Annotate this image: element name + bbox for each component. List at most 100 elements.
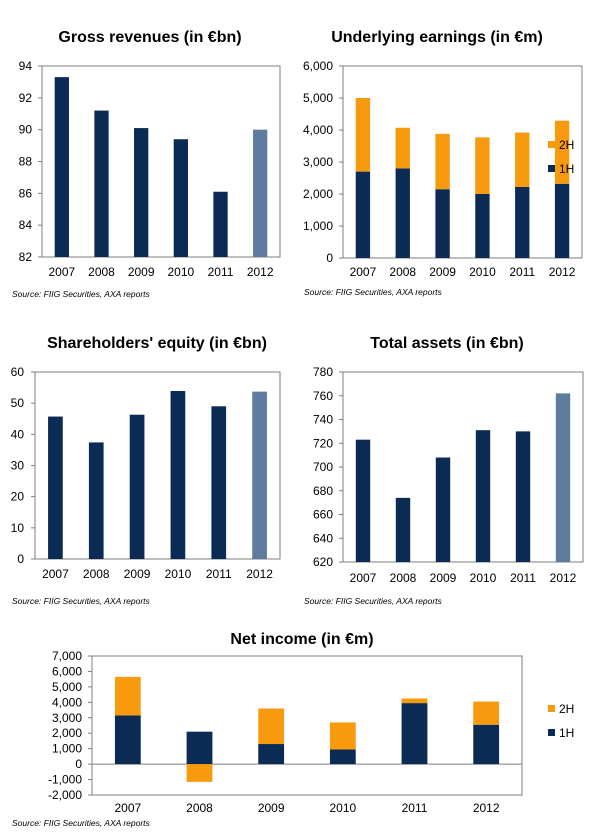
netincome-bar-1h-2008 bbox=[186, 731, 213, 765]
netincome-ytick-label: 6,000 bbox=[52, 664, 82, 678]
netincome-category-label: 2009 bbox=[258, 801, 285, 815]
netincome-ytick-label: 5,000 bbox=[52, 680, 82, 694]
gross-category-label: 2012 bbox=[247, 265, 274, 279]
gross-ytick-label: 94 bbox=[19, 59, 33, 73]
netincome-plot-frame bbox=[91, 655, 523, 796]
equity-bar-2009 bbox=[129, 414, 145, 559]
assets-category-label: 2011 bbox=[510, 571, 536, 585]
underlying-category-label: 2010 bbox=[469, 265, 496, 279]
assets-bar-2009 bbox=[435, 457, 451, 562]
netincome-legend-swatch-1h bbox=[548, 729, 555, 736]
underlying-bar-2h-2012 bbox=[554, 120, 570, 184]
assets-ytick-label: 720 bbox=[313, 436, 333, 450]
assets-bar-2010 bbox=[475, 430, 491, 562]
underlying-bar-1h-2007 bbox=[355, 171, 371, 258]
netincome-ytick-label: 7,000 bbox=[52, 649, 82, 663]
assets-ytick-label: 700 bbox=[313, 460, 333, 474]
underlying-bar-1h-2010 bbox=[475, 194, 490, 258]
underlying-category-label: 2007 bbox=[350, 265, 377, 279]
underlying-ytick-label: 4,000 bbox=[303, 123, 333, 137]
equity-bar-2007 bbox=[48, 416, 63, 559]
gross-category-label: 2010 bbox=[167, 265, 194, 279]
netincome-bar-2h-2007 bbox=[114, 676, 141, 716]
assets-category-label: 2008 bbox=[390, 571, 417, 585]
underlying-bar-1h-2008 bbox=[395, 168, 410, 258]
gross-ytick-label: 90 bbox=[19, 123, 33, 137]
equity-category-label: 2007 bbox=[42, 567, 69, 581]
netincome-legend-label-2h: 2H bbox=[559, 702, 574, 716]
netincome-bar-2h-2010 bbox=[329, 722, 356, 750]
equity-category-label: 2009 bbox=[124, 567, 151, 581]
equity-bar-2010 bbox=[170, 391, 186, 559]
gross-bar-2010 bbox=[173, 139, 188, 257]
gross-category-label: 2011 bbox=[208, 265, 234, 279]
gross-category-label: 2008 bbox=[88, 265, 115, 279]
assets-bar-2007 bbox=[355, 439, 371, 562]
netincome-bar-2h-2012 bbox=[473, 701, 500, 725]
assets-category-label: 2007 bbox=[350, 571, 377, 585]
netincome-legend-swatch-2h bbox=[548, 705, 555, 712]
assets-bar-2011 bbox=[515, 431, 531, 562]
assets-category-label: 2009 bbox=[430, 571, 457, 585]
equity-bar-2008 bbox=[88, 442, 104, 559]
netincome-bar-2h-2008 bbox=[186, 764, 213, 782]
gross-title: Gross revenues (in €bn) bbox=[58, 29, 241, 46]
equity-ytick-label: 50 bbox=[11, 396, 25, 410]
underlying-bar-2h-2010 bbox=[475, 137, 490, 194]
equity-category-label: 2010 bbox=[165, 567, 192, 581]
underlying-bar-2h-2008 bbox=[395, 127, 410, 169]
netincome-category-label: 2011 bbox=[402, 801, 428, 815]
assets-ytick-label: 740 bbox=[313, 413, 333, 427]
netincome-category-label: 2010 bbox=[329, 801, 356, 815]
netincome-bar-1h-2011 bbox=[401, 703, 428, 765]
equity-ytick-label: 30 bbox=[11, 459, 25, 473]
underlying-bar-1h-2009 bbox=[435, 189, 450, 258]
underlying-legend-swatch-1h bbox=[548, 165, 555, 172]
gross-source-note: Source: FIIG Securities, AXA reports bbox=[12, 289, 151, 299]
assets-ytick-label: 660 bbox=[313, 508, 333, 522]
netincome-source-note: Source: FIIG Securities, AXA reports bbox=[12, 818, 151, 828]
gross-bar-2011 bbox=[213, 191, 228, 257]
gross-ytick-label: 92 bbox=[19, 91, 33, 105]
underlying-category-label: 2008 bbox=[389, 265, 416, 279]
netincome-ytick-label: 3,000 bbox=[52, 711, 82, 725]
assets-ytick-label: 780 bbox=[313, 365, 333, 379]
underlying-title: Underlying earnings (in €m) bbox=[331, 29, 543, 46]
gross-bar-2007 bbox=[54, 77, 69, 258]
assets-ytick-label: 760 bbox=[313, 389, 333, 403]
equity-category-label: 2008 bbox=[83, 567, 110, 581]
gross-bar-2009 bbox=[134, 128, 149, 257]
equity-bar-2011 bbox=[211, 406, 227, 559]
underlying-category-label: 2009 bbox=[429, 265, 456, 279]
netincome-bar-2h-2011 bbox=[401, 698, 428, 704]
assets-bar-2008 bbox=[395, 497, 411, 562]
netincome-ytick-label: 2,000 bbox=[52, 726, 82, 740]
gross-bar-2008 bbox=[94, 110, 109, 257]
gross-category-label: 2009 bbox=[128, 265, 155, 279]
underlying-ytick-label: 3,000 bbox=[303, 155, 333, 169]
equity-ytick-label: 10 bbox=[11, 521, 25, 535]
assets-bar-2012 bbox=[555, 393, 571, 562]
equity-ytick-label: 40 bbox=[11, 427, 25, 441]
underlying-bar-1h-2011 bbox=[515, 186, 530, 258]
assets-category-label: 2010 bbox=[470, 571, 497, 585]
equity-bar-2012 bbox=[252, 391, 267, 559]
netincome-bar-1h-2012 bbox=[473, 724, 500, 765]
assets-plot-frame bbox=[342, 371, 584, 563]
underlying-legend-label-2h: 2H bbox=[559, 138, 574, 152]
netincome-ytick-label: 0 bbox=[75, 757, 82, 771]
netincome-title: Net income (in €m) bbox=[230, 631, 373, 648]
equity-source-note: Source: FIIG Securities, AXA reports bbox=[12, 596, 151, 606]
netincome-category-label: 2012 bbox=[473, 801, 500, 815]
underlying-bar-2h-2009 bbox=[435, 133, 450, 190]
netincome-ytick-label: -1,000 bbox=[48, 773, 82, 787]
underlying-bar-1h-2012 bbox=[554, 183, 570, 258]
netincome-bar-1h-2007 bbox=[114, 715, 141, 765]
gross-category-label: 2007 bbox=[48, 265, 75, 279]
equity-category-label: 2011 bbox=[206, 567, 232, 581]
equity-title: Shareholders' equity (in €bn) bbox=[47, 335, 267, 352]
netincome-bar-1h-2010 bbox=[329, 749, 356, 765]
gross-plot-frame bbox=[41, 65, 281, 258]
